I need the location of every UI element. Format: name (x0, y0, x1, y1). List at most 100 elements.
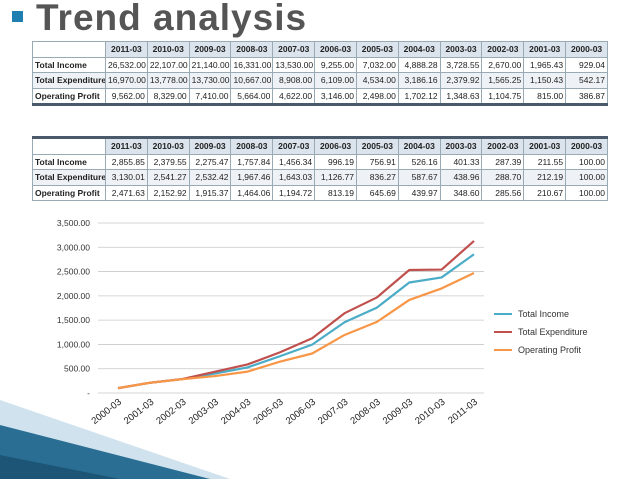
table-cell: 2,379.55 (146, 153, 190, 170)
table-cell: 401.33 (439, 153, 483, 170)
table-cell: 815.00 (523, 87, 567, 105)
row-label: Operating Profit (32, 87, 106, 105)
table-cell: 4,888.28 (397, 56, 441, 73)
table-header-row: 2011-03 2010-03 2009-03 2008-03 2007-03 2006-… (32, 41, 608, 58)
year-header: 2010-03 (146, 137, 190, 155)
table-cell: 756.91 (355, 153, 399, 170)
row-label: Total Expenditure (32, 72, 106, 89)
table-cell: 9,562.00 (105, 87, 148, 105)
table-cell: 2,532.42 (188, 169, 232, 186)
year-header: 2000-03 (565, 41, 608, 58)
year-header: 2011-03 (105, 137, 148, 155)
table-cell: 1,702.12 (397, 87, 441, 105)
table-cell: 100.00 (565, 184, 608, 201)
year-header: 2010-03 (146, 41, 190, 58)
row-label: Total Expenditure (32, 169, 106, 186)
trend-line-chart: - 500.00 1,000.00 1,500.00 2,000.00 2,500.00 3… (0, 210, 638, 460)
table-cell: 1,565.25 (481, 72, 525, 89)
table-cell: 287.39 (481, 153, 525, 170)
table-cell: 26,532.00 (105, 56, 148, 73)
table-cell: 21,140.00 (188, 56, 232, 73)
table-cell: 1,104.75 (481, 87, 525, 105)
table-row: Total Income 26,532.00 22,107.00 21,140.00 1… (32, 56, 608, 73)
deco-shape-darker (0, 455, 120, 479)
table-header-row: 2011-03 2010-03 2009-03 2008-03 2007-03 2006-… (32, 137, 608, 155)
year-header: 2006-03 (314, 137, 357, 155)
table-cell: 836.27 (355, 169, 399, 186)
table-cell: 1,150.43 (523, 72, 567, 89)
table-cell: 3,728.55 (439, 56, 483, 73)
table-cell: 929.04 (565, 56, 608, 73)
table-cell: 16,331.00 (230, 56, 274, 73)
table-cell: 3,186.16 (397, 72, 441, 89)
year-header: 2008-03 (230, 41, 274, 58)
legend-label: Total Expenditure (518, 327, 588, 337)
table-cell: 100.00 (565, 153, 608, 170)
table-cell: 2,471.63 (105, 184, 148, 201)
table-row: Total Income 2,855.85 2,379.55 2,275.47 1,75… (32, 153, 608, 170)
table-cell: 1,643.03 (272, 169, 316, 186)
year-header: 2007-03 (272, 137, 316, 155)
table-cell: 285.56 (481, 184, 525, 201)
legend-swatch (494, 313, 512, 315)
year-header: 2000-03 (565, 137, 608, 155)
table-cell: 996.19 (314, 153, 357, 170)
year-header: 2002-03 (481, 41, 525, 58)
legend-item: Operating Profit (494, 341, 588, 359)
year-header: 2004-03 (397, 137, 441, 155)
year-header: 2001-03 (523, 41, 567, 58)
legend-swatch (494, 331, 512, 333)
table-cell: 813.19 (314, 184, 357, 201)
y-tick-label: 2,000.00 (57, 291, 90, 301)
table-cell: 2,670.00 (481, 56, 525, 73)
table-cell: 211.55 (523, 153, 567, 170)
y-tick-label: - (87, 388, 90, 398)
table-cell: 2,498.00 (355, 87, 399, 105)
chart-svg: - 500.00 1,000.00 1,500.00 2,000.00 2,500.00 3… (57, 218, 484, 427)
year-header: 2005-03 (355, 41, 399, 58)
y-tick-label: 3,500.00 (57, 218, 90, 228)
year-header: 2003-03 (439, 41, 483, 58)
table-cell: 1,126.77 (314, 169, 357, 186)
year-header: 2011-03 (105, 41, 148, 58)
table-cell: 1,757.84 (230, 153, 274, 170)
y-tick-label: 3,000.00 (57, 242, 90, 252)
table-cell: 2,275.47 (188, 153, 232, 170)
header-corner (32, 41, 106, 58)
table-cell: 542.17 (565, 72, 608, 89)
table-cell: 3,146.00 (314, 87, 357, 105)
table-cell: 1,194.72 (272, 184, 316, 201)
table-cell: 645.69 (355, 184, 399, 201)
table-cell: 1,464.06 (230, 184, 274, 201)
table-cell: 5,664.00 (230, 87, 274, 105)
table-cell: 587.67 (397, 169, 441, 186)
table-cell: 1,348.63 (439, 87, 483, 105)
table-cell: 9,255.00 (314, 56, 357, 73)
chart-legend: Total Income Total Expenditure Operating P… (494, 305, 588, 359)
y-tick-label: 2,500.00 (57, 267, 90, 277)
year-header: 2004-03 (397, 41, 441, 58)
decorative-corner-shapes (0, 400, 230, 479)
table-row: Total Expenditure 3,130.01 2,541.27 2,532.4… (32, 169, 608, 186)
table-cell: 13,730.00 (188, 72, 232, 89)
series-line (117, 240, 475, 390)
title-bar: Trend analysis (0, 0, 638, 40)
header-corner (32, 137, 106, 155)
row-label: Total Income (32, 153, 106, 170)
y-tick-label: 1,500.00 (57, 315, 90, 325)
table-cell: 4,622.00 (272, 87, 316, 105)
year-header: 2003-03 (439, 137, 483, 155)
table-cell: 13,530.00 (272, 56, 316, 73)
page-title: Trend analysis (36, 0, 308, 38)
legend-swatch (494, 349, 512, 351)
row-label: Total Income (32, 56, 106, 73)
table-cell: 22,107.00 (146, 56, 190, 73)
absolute-values-table: 2011-03 2010-03 2009-03 2008-03 2007-03 2006-… (32, 41, 608, 106)
table-cell: 1,967.46 (230, 169, 274, 186)
table-cell: 4,534.00 (355, 72, 399, 89)
year-header: 2009-03 (188, 137, 232, 155)
table-cell: 438.96 (439, 169, 483, 186)
y-tick-label: 500.00 (64, 364, 90, 374)
year-header: 2006-03 (314, 41, 357, 58)
table-cell: 13,778.00 (146, 72, 190, 89)
